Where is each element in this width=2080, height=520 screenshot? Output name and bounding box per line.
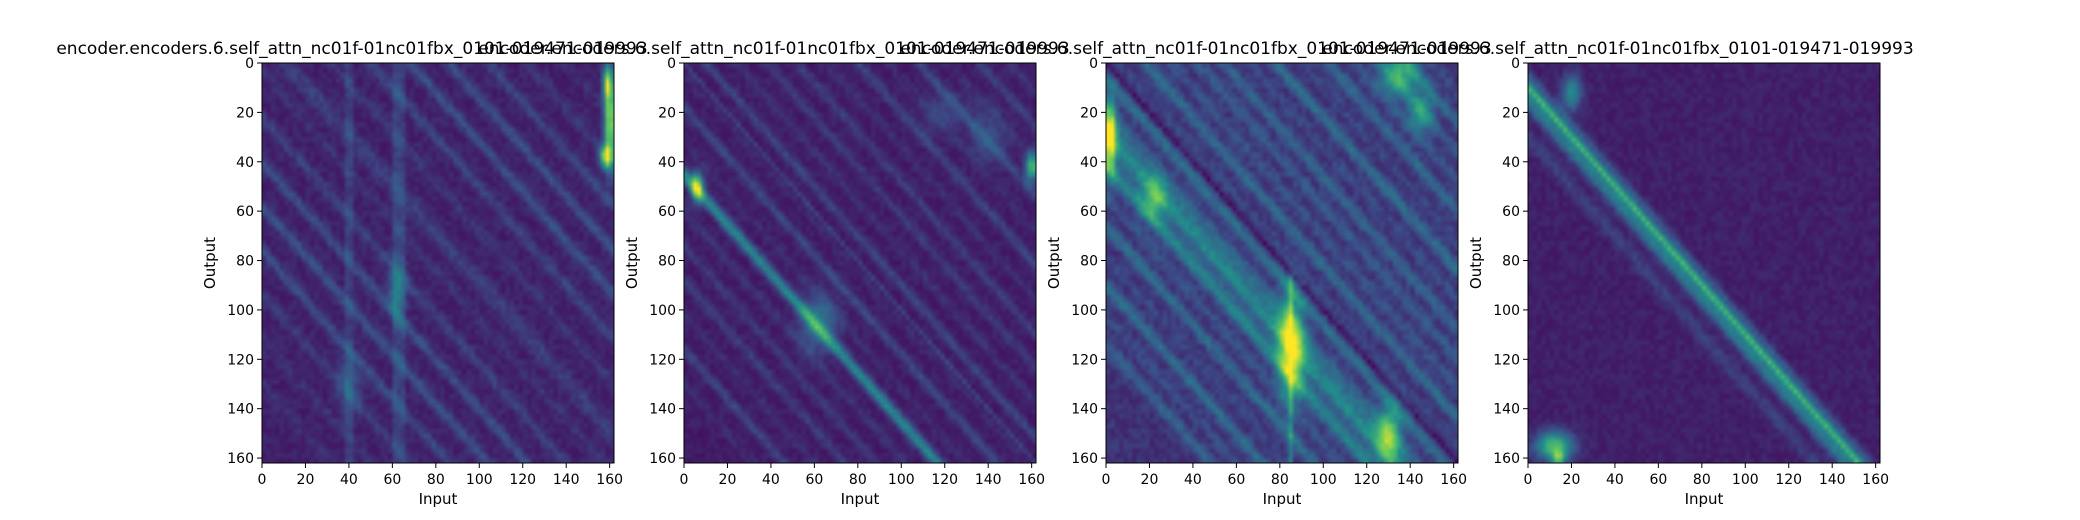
x-axis-label: Input — [841, 490, 880, 508]
x-tick-label: 20 — [297, 472, 315, 488]
y-tick-label: 60 — [658, 204, 676, 220]
y-axis-label: Output — [201, 237, 219, 289]
x-tick-label: 160 — [1862, 472, 1889, 488]
y-tick-label: 40 — [1502, 155, 1520, 171]
y-tick-label: 160 — [1071, 451, 1098, 467]
x-tick-label: 80 — [1693, 472, 1711, 488]
y-tick-label: 60 — [1080, 204, 1098, 220]
x-tick-label: 120 — [1775, 472, 1802, 488]
x-tick-label: 140 — [553, 472, 580, 488]
x-tick-label: 160 — [1440, 472, 1467, 488]
x-tick-label: 20 — [1141, 472, 1159, 488]
y-axis-label: Output — [1467, 237, 1485, 289]
heatmap-panel: 0 20 40 60 80 100 120 140 1600204060801001201401… — [900, 39, 1491, 508]
y-tick-label: 160 — [649, 451, 676, 467]
x-tick-label: 100 — [466, 472, 493, 488]
heatmap-image — [1528, 63, 1880, 463]
y-tick-label: 40 — [658, 155, 676, 171]
x-axis-label: Input — [1263, 490, 1302, 508]
heatmap-panels: 0 20 40 60 80 100 120 140 1600204060801001201401… — [56, 39, 1913, 508]
heatmap-panel: 0 20 40 60 80 100 120 140 1600204060801001201401… — [478, 39, 1069, 508]
x-axis-label: Input — [419, 490, 458, 508]
y-tick-label: 100 — [1493, 303, 1520, 319]
y-tick-label: 20 — [1080, 105, 1098, 121]
y-tick-label: 0 — [667, 56, 676, 72]
heatmap-image — [684, 63, 1036, 463]
y-tick-label: 0 — [245, 56, 254, 72]
y-tick-label: 60 — [1502, 204, 1520, 220]
x-tick-label: 60 — [1649, 472, 1667, 488]
x-tick-label: 100 — [1310, 472, 1337, 488]
y-axis-label: Output — [1045, 237, 1063, 289]
x-tick-label: 0 — [1102, 472, 1111, 488]
heatmap-panel: 0 20 40 60 80 100 120 140 1600204060801001201401… — [1322, 39, 1913, 508]
x-tick-label: 0 — [1524, 472, 1533, 488]
y-tick-label: 20 — [236, 105, 254, 121]
x-tick-label: 120 — [931, 472, 958, 488]
y-tick-label: 0 — [1511, 56, 1520, 72]
y-tick-label: 140 — [1493, 402, 1520, 418]
x-tick-label: 120 — [509, 472, 536, 488]
y-tick-label: 100 — [227, 303, 254, 319]
x-tick-label: 40 — [1606, 472, 1624, 488]
y-tick-label: 140 — [227, 402, 254, 418]
subplot-title: encoder.encoders.6.self_attn_nc01f-01nc0… — [1322, 39, 1913, 59]
x-tick-label: 60 — [383, 472, 401, 488]
y-tick-label: 160 — [227, 451, 254, 467]
x-tick-label: 0 — [258, 472, 267, 488]
x-tick-label: 80 — [427, 472, 445, 488]
x-tick-label: 80 — [849, 472, 867, 488]
heatmap-image — [262, 63, 614, 463]
subplot-title: encoder.encoders.6.self_attn_nc01f-01nc0… — [478, 39, 1069, 59]
axes-frame — [683, 62, 1037, 464]
y-tick-label: 100 — [649, 303, 676, 319]
y-tick-label: 60 — [236, 204, 254, 220]
x-tick-label: 40 — [1184, 472, 1202, 488]
y-tick-label: 120 — [1493, 352, 1520, 368]
x-tick-label: 160 — [596, 472, 623, 488]
x-tick-label: 140 — [975, 472, 1002, 488]
y-axis-label: Output — [623, 237, 641, 289]
x-tick-label: 20 — [1563, 472, 1581, 488]
x-tick-label: 140 — [1397, 472, 1424, 488]
x-tick-label: 160 — [1018, 472, 1045, 488]
x-tick-label: 40 — [762, 472, 780, 488]
y-tick-label: 100 — [1071, 303, 1098, 319]
axes-frame — [1527, 62, 1881, 464]
x-tick-label: 120 — [1353, 472, 1380, 488]
y-tick-label: 120 — [649, 352, 676, 368]
heatmap-panel: 0 20 40 60 80 100 120 140 1600204060801001201401… — [56, 39, 647, 508]
x-tick-label: 0 — [680, 472, 689, 488]
x-tick-label: 140 — [1819, 472, 1846, 488]
y-tick-label: 80 — [658, 254, 676, 270]
y-tick-label: 80 — [1502, 254, 1520, 270]
x-axis-label: Input — [1685, 490, 1724, 508]
subplot-title: encoder.encoders.6.self_attn_nc01f-01nc0… — [900, 39, 1491, 59]
x-tick-label: 80 — [1271, 472, 1289, 488]
x-tick-label: 60 — [805, 472, 823, 488]
x-tick-label: 20 — [719, 472, 737, 488]
x-tick-label: 40 — [340, 472, 358, 488]
axes-frame — [1105, 62, 1459, 464]
y-tick-label: 120 — [227, 352, 254, 368]
y-tick-label: 160 — [1493, 451, 1520, 467]
axes-frame — [261, 62, 615, 464]
y-tick-label: 80 — [1080, 254, 1098, 270]
x-tick-label: 100 — [888, 472, 915, 488]
y-tick-label: 80 — [236, 254, 254, 270]
y-tick-label: 120 — [1071, 352, 1098, 368]
heatmap-image — [1106, 63, 1458, 463]
subplot-title: encoder.encoders.6.self_attn_nc01f-01nc0… — [56, 39, 647, 59]
y-tick-label: 140 — [649, 402, 676, 418]
x-tick-label: 60 — [1227, 472, 1245, 488]
y-tick-label: 20 — [1502, 105, 1520, 121]
y-tick-label: 20 — [658, 105, 676, 121]
y-tick-label: 40 — [236, 155, 254, 171]
x-tick-label: 100 — [1732, 472, 1759, 488]
y-tick-label: 0 — [1089, 56, 1098, 72]
y-tick-label: 40 — [1080, 155, 1098, 171]
y-tick-label: 140 — [1071, 402, 1098, 418]
